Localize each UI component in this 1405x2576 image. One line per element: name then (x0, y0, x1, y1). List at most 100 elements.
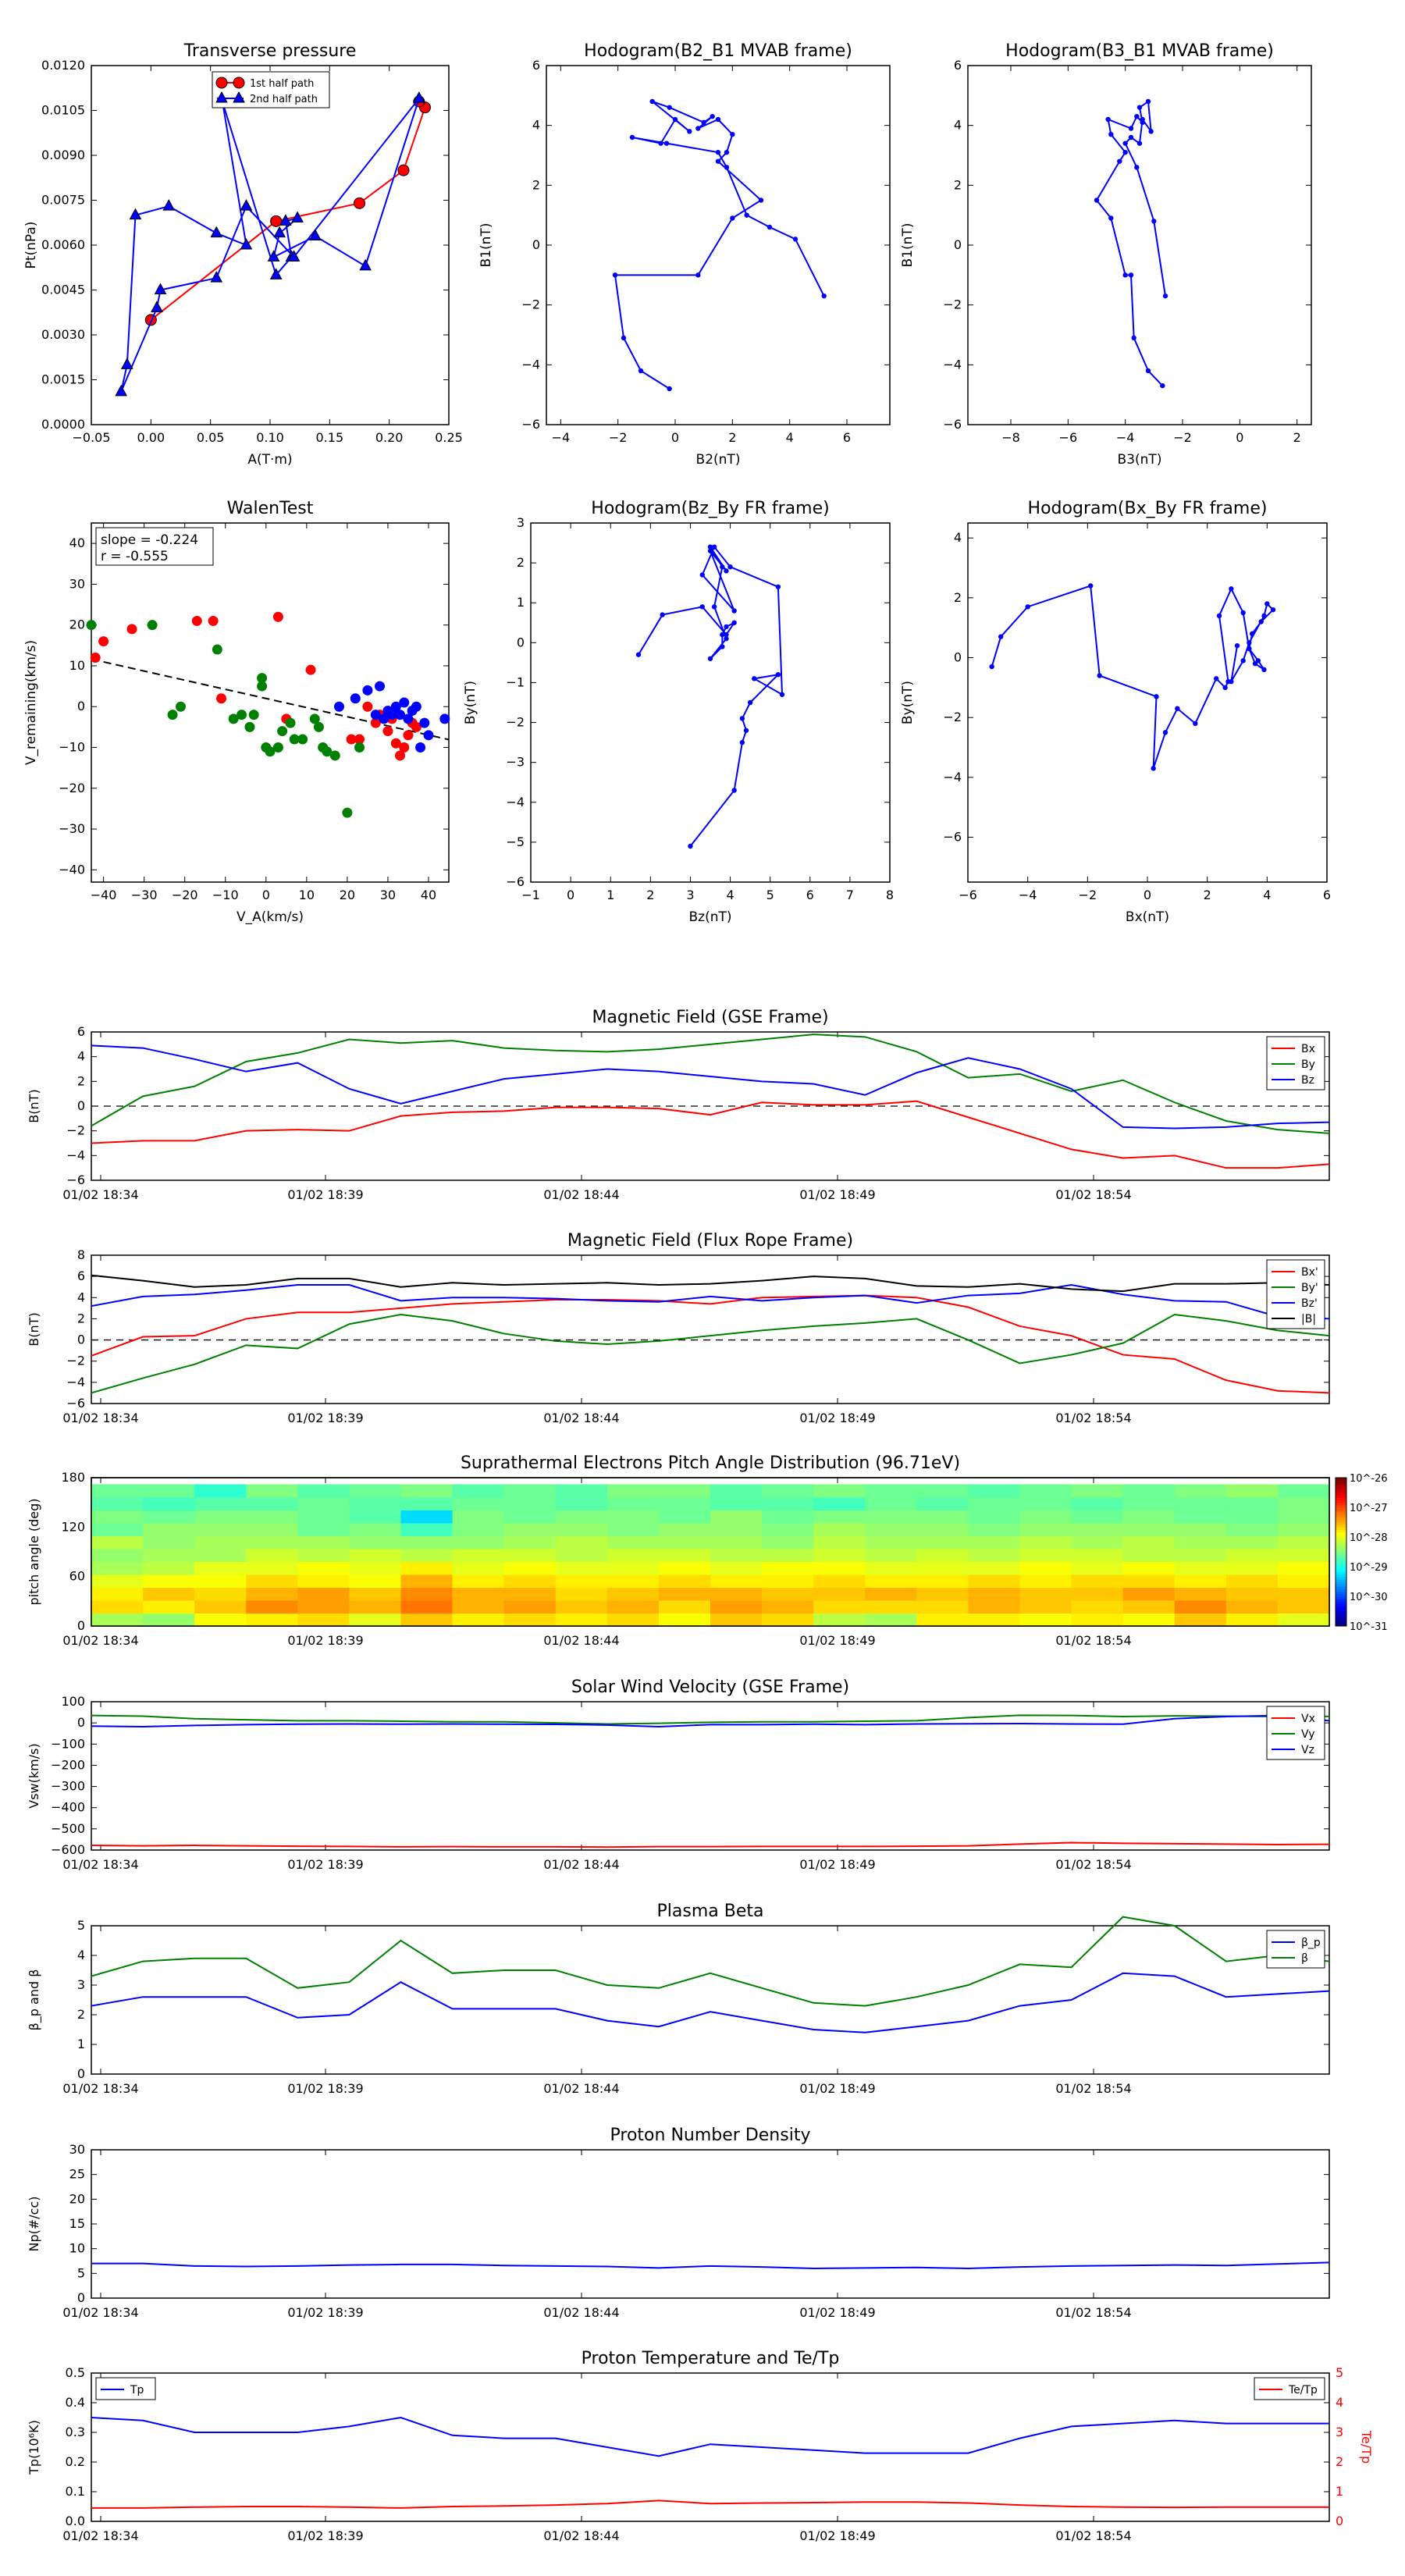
hodogram-b2b1-panel: −4 −2 0 2 4 6 −6 −4 −2 0 2 4 6 Hodogram(B2_B1 MVAB fr… (478, 41, 891, 468)
data-point (707, 656, 713, 661)
data-point (1145, 98, 1151, 105)
legend: β_p β (1266, 1930, 1325, 1969)
data-point (758, 197, 764, 203)
heatmap-cell (865, 1587, 917, 1601)
y-tick-label: 6 (77, 1024, 85, 1039)
heatmap-cell (710, 1587, 763, 1601)
data-point (1128, 134, 1134, 141)
plot-frame (530, 522, 891, 883)
colorbar-segment (1336, 1621, 1346, 1624)
data-point (1122, 141, 1128, 146)
x-tick-label: 0 (567, 888, 574, 902)
data-point (267, 250, 280, 262)
y-tick-label: −6 (943, 417, 962, 432)
x-tick-label: 01/02 18:34 (62, 1411, 138, 1425)
colorbar-tick-label: 10^-31 (1350, 1621, 1388, 1633)
y-tick-label: −500 (51, 1821, 85, 1836)
y-tick-label: 3 (517, 515, 525, 530)
x-tick-label: 40 (421, 888, 436, 902)
x-tick-label: 01/02 18:49 (799, 1857, 875, 1872)
data-point (313, 721, 324, 732)
legend-label: 1st half path (250, 78, 314, 90)
data-point (612, 272, 618, 278)
y-tick-label: −6 (66, 1172, 85, 1187)
heatmap-cell (503, 1587, 557, 1601)
heatmap-cell (452, 1484, 505, 1498)
y-tick-label: 180 (61, 1470, 85, 1485)
data-point (129, 208, 142, 220)
colorbar-segment (1336, 1504, 1346, 1508)
data-point (1234, 642, 1240, 649)
colorbar-segment (1336, 1549, 1346, 1553)
heatmap-cell (762, 1574, 814, 1588)
x-tick-label: 01/02 18:49 (799, 2081, 875, 2096)
y-tick-label: −2 (66, 1123, 85, 1138)
y-tick-label: 0.0045 (41, 283, 85, 297)
x-tick-label: 01/02 18:44 (543, 2528, 619, 2543)
heatmap-cell (1019, 1522, 1072, 1536)
colorbar-segment (1336, 1564, 1346, 1567)
data-point (649, 98, 655, 105)
x-tick-label: 01/02 18:44 (543, 1857, 619, 1872)
y-tick-label: 0 (77, 1332, 85, 1347)
y-tick-label: −600 (51, 1842, 85, 1857)
data-point (379, 713, 389, 724)
legend: Vx Vy Vz (1266, 1706, 1325, 1760)
hodogram-bzby-panel: −1 0 1 2 3 4 5 6 7 8 −6 −5 −4 −3 −2 −1 0 1 2 3 Hodogram(Bz_B… (463, 499, 894, 925)
data-point (730, 131, 735, 137)
x-tick-label: −30 (131, 888, 158, 902)
data-point (397, 164, 410, 176)
heatmap-cell (1277, 1548, 1330, 1562)
data-point (638, 368, 644, 374)
x-tick-label: 01/02 18:44 (543, 1411, 619, 1425)
data-point (289, 734, 300, 745)
y-tick-label: −4 (943, 357, 962, 372)
y-tick-label: −4 (943, 770, 962, 785)
data-point (1154, 694, 1159, 699)
y-tick-label: 0 (517, 635, 525, 649)
heatmap-cell (1122, 1613, 1176, 1627)
y-tick-label: 0 (954, 237, 962, 252)
data-point (998, 634, 1004, 639)
heatmap-cell (452, 1548, 505, 1562)
data-point (329, 750, 340, 761)
heatmap-cell (555, 1561, 608, 1575)
heatmap-cell (400, 1535, 454, 1550)
data-point (342, 807, 353, 818)
heatmap-cell (452, 1561, 505, 1575)
heatmap-cell (658, 1613, 711, 1627)
heatmap-cell (1071, 1599, 1124, 1614)
chart-title: Solar Wind Velocity (GSE Frame) (571, 1678, 849, 1697)
data-point (731, 788, 737, 793)
heatmap-cell (297, 1548, 350, 1562)
data-point (1151, 766, 1156, 771)
heatmap-cell (1174, 1561, 1227, 1575)
heatmap-cell (916, 1522, 969, 1536)
x-tick-label: 0.10 (256, 430, 284, 445)
heatmap-cell (246, 1484, 298, 1498)
data-point (265, 746, 276, 757)
y-tick-label: 0.0060 (41, 237, 85, 252)
heatmap-cell (1019, 1496, 1072, 1510)
heatmap-cell (1071, 1496, 1124, 1510)
data-point (86, 620, 97, 631)
data-point (1229, 586, 1234, 592)
heatmap-cell (1277, 1496, 1330, 1510)
data-point (333, 701, 344, 712)
data-point (395, 710, 406, 720)
heatmap-cell (658, 1574, 711, 1588)
heatmap-cell (1277, 1535, 1330, 1550)
plot-frame (91, 1701, 1330, 1851)
chart-title: Hodogram(B3_B1 MVAB frame) (1005, 41, 1274, 61)
legend-label: Bx' (1301, 1266, 1318, 1279)
hodogram-b3b1-panel: −8 −6 −4 −2 0 2 −6 −4 −2 0 2 4 6 Hodogram(B3_B1 MVAB … (900, 41, 1312, 468)
x-axis-label: B3(nT) (1118, 452, 1162, 468)
colorbar-segment (1336, 1502, 1346, 1506)
proton-density-panel: 01/02 18:34 01/02 18:39 01/02 18:44 01/02 1… (27, 2126, 1330, 2320)
heatmap-cell (143, 1484, 195, 1498)
heatmap-cell (813, 1574, 866, 1588)
heatmap-cell (1225, 1548, 1279, 1562)
heatmap-cell (916, 1587, 969, 1601)
x-tick-label: 2 (728, 430, 736, 445)
heatmap-cells (91, 1484, 1330, 1627)
